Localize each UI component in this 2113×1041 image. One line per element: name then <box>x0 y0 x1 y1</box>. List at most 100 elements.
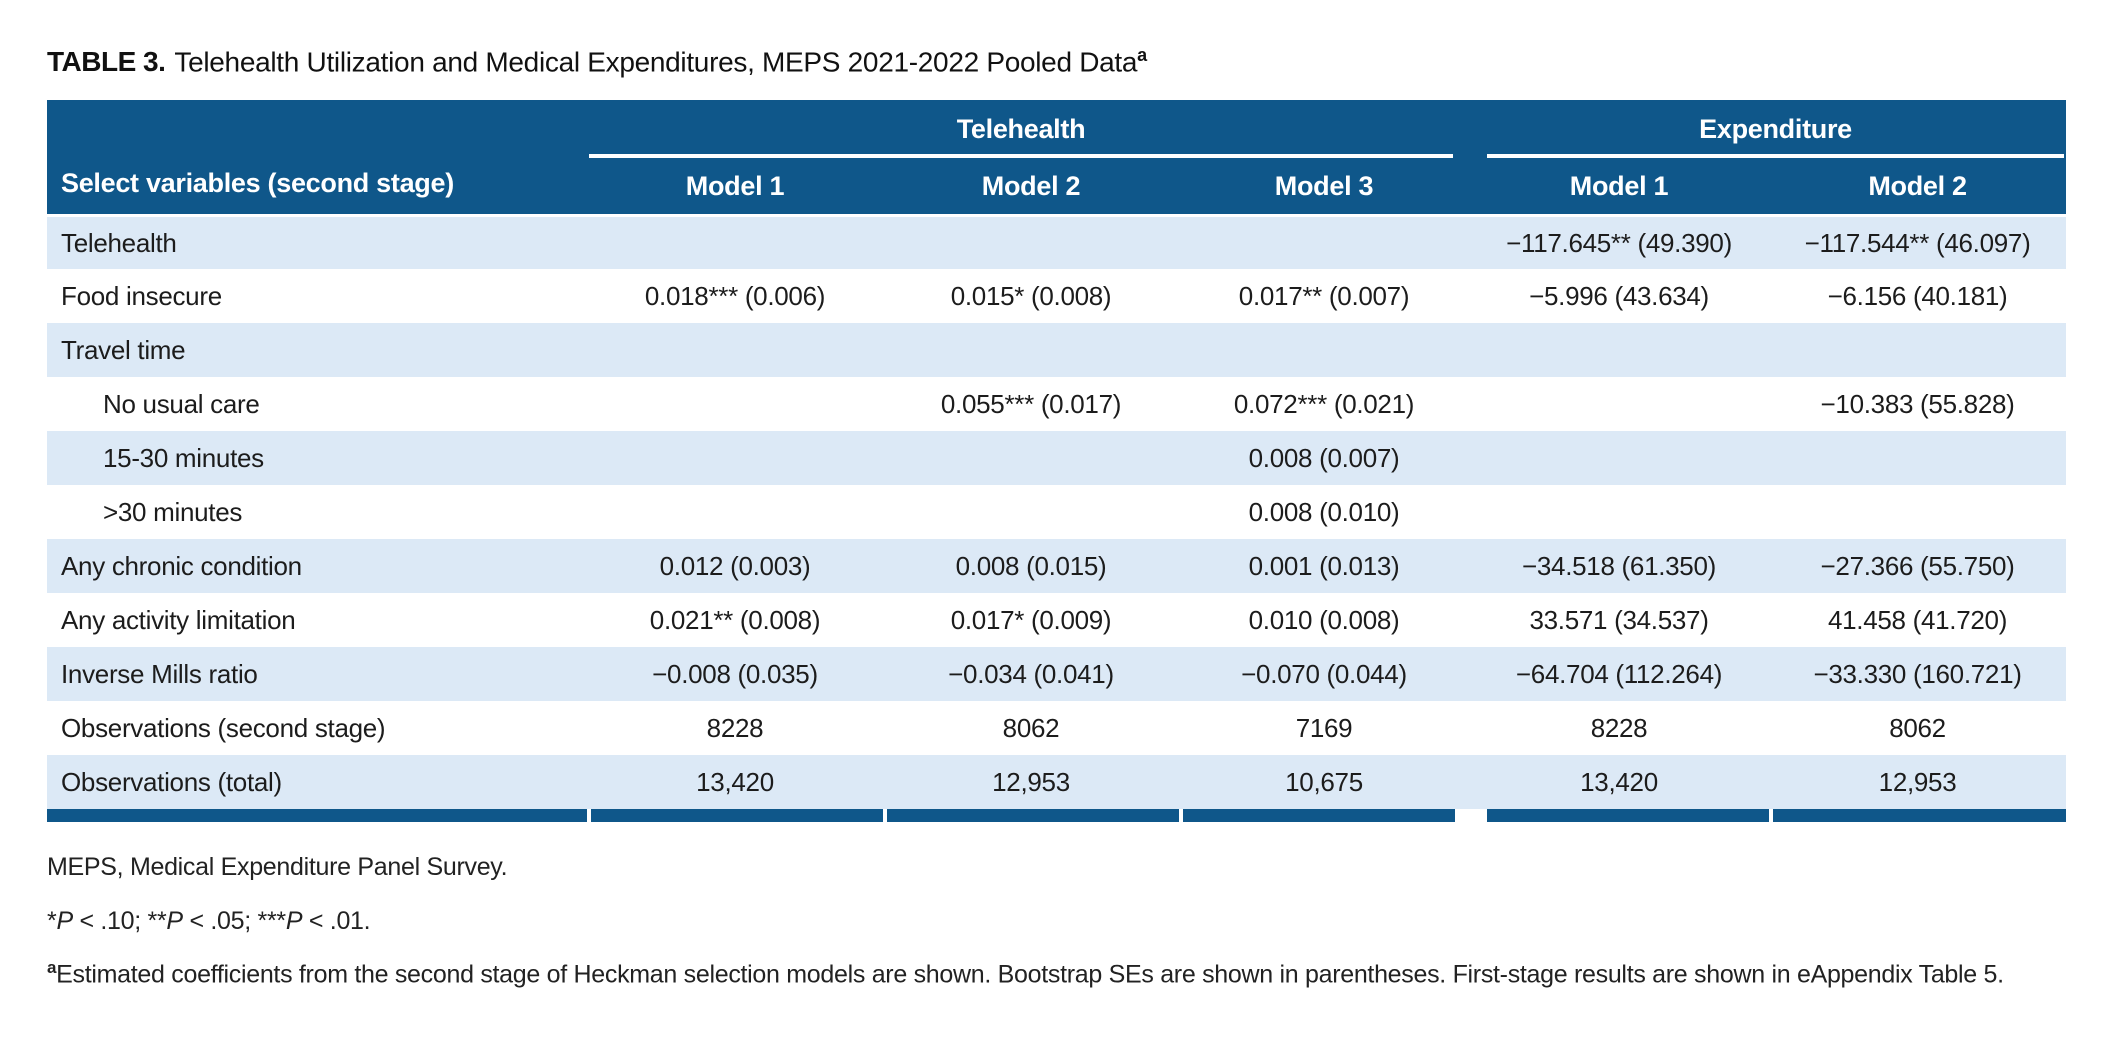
rule-gap <box>1455 809 1487 823</box>
row-label: 15-30 minutes <box>103 442 264 473</box>
cell <box>1469 377 1769 431</box>
footnote-significance-part: * <box>47 906 57 935</box>
footnotes: MEPS, Medical Expenditure Panel Survey. … <box>47 848 2069 994</box>
rule-gap <box>587 809 591 823</box>
table-row: Observations (total) 13,420 12,953 10,67… <box>47 755 2067 810</box>
cell <box>1179 215 1469 269</box>
cell: 0.010 (0.008) <box>1248 604 1400 635</box>
cell <box>587 377 883 431</box>
group-header-telehealth-label: Telehealth <box>589 104 1454 159</box>
cell: 8228 <box>1590 712 1648 743</box>
model-header-row: Model 1 Model 2 Model 3 Model 1 Model 2 <box>47 158 2067 217</box>
cell <box>1469 431 1769 485</box>
cell: 12,953 <box>992 766 1070 797</box>
cell <box>587 431 883 485</box>
p-italic: P <box>285 906 303 935</box>
cell: 41.458 (41.720) <box>1827 604 2008 635</box>
footnote-a-text: Estimated coefficients from the second s… <box>56 960 2004 989</box>
cell: 12,953 <box>1878 766 1957 797</box>
column-header-telehealth-model-1: Model 1 <box>587 158 883 217</box>
cell: 13,420 <box>1580 766 1658 797</box>
footnote-a-marker: a <box>47 958 57 978</box>
rule-gap <box>1769 809 1773 823</box>
table-row: 15-30 minutes 0.008 (0.007) <box>47 431 2067 486</box>
cell: −10.383 (55.828) <box>1820 388 2015 419</box>
table-title-text: Telehealth Utilization and Medical Expen… <box>174 46 1138 78</box>
table-header: Select variables (second stage) Teleheal… <box>47 100 2067 217</box>
cell <box>1769 323 2066 377</box>
cell: 0.008 (0.007) <box>1248 442 1400 473</box>
row-label: No usual care <box>103 388 260 419</box>
cell: 8228 <box>706 712 764 743</box>
column-header-expenditure-model-1: Model 1 <box>1469 158 1770 217</box>
cell: 0.001 (0.013) <box>1248 550 1400 581</box>
table-title-superscript: a <box>1137 45 1147 65</box>
cell: 13,420 <box>696 766 774 797</box>
cell: 0.012 (0.003) <box>659 550 811 581</box>
footnote-a: aEstimated coefficients from the second … <box>47 955 2069 994</box>
stub-column-header: Select variables (second stage) <box>47 100 587 217</box>
table-row: Inverse Mills ratio −0.008 (0.035) −0.03… <box>47 647 2067 702</box>
row-label: >30 minutes <box>103 496 243 527</box>
cell <box>1179 323 1469 377</box>
cell: −0.034 (0.041) <box>948 658 1114 689</box>
cell: 0.008 (0.015) <box>955 550 1107 581</box>
cell <box>883 215 1179 269</box>
footnote-significance: *P < .10; **P < .05; ***P < .01. <box>47 902 2069 941</box>
cell: −6.156 (40.181) <box>1827 280 2008 311</box>
cell: 0.018*** (0.006) <box>644 280 826 311</box>
table-row: Any activity limitation 0.021** (0.008) … <box>47 593 2067 648</box>
cell: 33.571 (34.537) <box>1529 604 1709 635</box>
row-label: Inverse Mills ratio <box>61 658 258 689</box>
cell: −5.996 (43.634) <box>1529 280 1709 311</box>
table-row: Any chronic condition 0.012 (0.003) 0.00… <box>47 539 2067 594</box>
cell <box>1469 323 1769 377</box>
results-table: Select variables (second stage) Teleheal… <box>47 100 2067 810</box>
cell: 10,675 <box>1285 766 1363 797</box>
table-row: Travel time <box>47 323 2067 378</box>
group-header-expenditure-label: Expenditure <box>1487 104 2065 159</box>
cell: −0.008 (0.035) <box>652 658 818 689</box>
table-title: TABLE 3. Telehealth Utilization and Medic… <box>47 45 2113 78</box>
cell: −117.544** (46.097) <box>1804 227 2031 258</box>
cell: −117.645** (49.390) <box>1506 227 1732 258</box>
cell: 0.021** (0.008) <box>649 604 821 635</box>
row-label: Telehealth <box>61 227 177 258</box>
cell <box>587 323 883 377</box>
cell <box>883 431 1179 485</box>
row-label: Travel time <box>61 334 186 365</box>
cell: −34.518 (61.350) <box>1522 550 1716 581</box>
cell: 8062 <box>1889 712 1946 743</box>
column-header-telehealth-model-2: Model 2 <box>883 158 1179 217</box>
cell: 0.017* (0.009) <box>950 604 1112 635</box>
table-row: No usual care 0.055*** (0.017) 0.072*** … <box>47 377 2067 432</box>
footnote-abbreviation: MEPS, Medical Expenditure Panel Survey. <box>47 853 508 882</box>
footnote-significance-part: < .10; ** <box>72 906 167 935</box>
p-italic: P <box>166 906 183 935</box>
group-header-expenditure: Expenditure <box>1469 100 2067 159</box>
group-header-telehealth: Telehealth <box>587 100 1470 159</box>
p-italic: P <box>56 906 73 935</box>
cell: 8062 <box>1002 712 1060 743</box>
cell <box>587 485 883 539</box>
cell: 7169 <box>1295 712 1353 743</box>
table-row: Observations (second stage) 8228 8062 71… <box>47 701 2067 756</box>
table-bottom-rule <box>47 809 2066 823</box>
cell: −33.330 (160.721) <box>1813 658 2022 689</box>
row-label: Observations (second stage) <box>61 712 386 743</box>
cell <box>883 485 1179 539</box>
row-label: Food insecure <box>61 280 222 311</box>
rule-gap <box>883 809 887 823</box>
cell: 0.055*** (0.017) <box>940 388 1122 419</box>
cell: −0.070 (0.044) <box>1241 658 1407 689</box>
cell <box>1469 485 1769 539</box>
row-label: Any chronic condition <box>61 550 302 581</box>
cell: 0.017** (0.007) <box>1238 280 1410 311</box>
cell <box>883 323 1179 377</box>
rule-gap <box>1179 809 1183 823</box>
column-header-telehealth-model-3: Model 3 <box>1179 158 1470 217</box>
column-header-expenditure-model-2: Model 2 <box>1769 158 2067 217</box>
table-row: >30 minutes 0.008 (0.010) <box>47 485 2067 540</box>
table-row: Food insecure 0.018*** (0.006) 0.015* (0… <box>47 269 2067 324</box>
table-row: Telehealth −117.645** (49.390) −117.544*… <box>47 215 2067 270</box>
